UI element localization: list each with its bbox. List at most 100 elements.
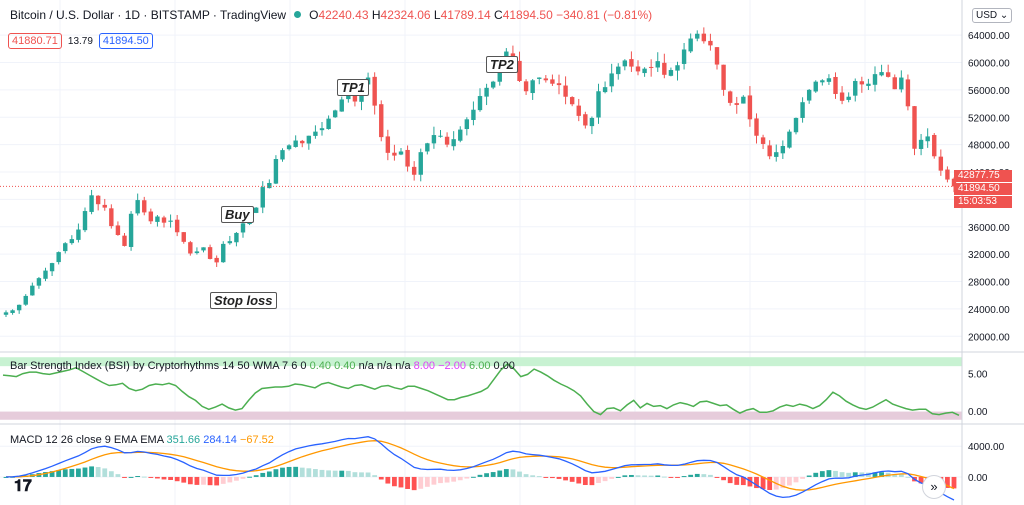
macd-histogram-bar (411, 476, 417, 491)
macd-histogram-bar (122, 476, 127, 478)
candle-body (635, 66, 641, 72)
candle-body (497, 65, 502, 82)
candle-body (905, 79, 911, 107)
candle-body (95, 195, 101, 205)
tp1-annotation: TP1 (337, 79, 369, 96)
currency-button[interactable]: USD ⌄ (972, 8, 1013, 23)
candle-body (458, 129, 463, 141)
bsi-tick-label: 5.00 (968, 370, 988, 381)
candle-body (576, 105, 581, 116)
candle-body (379, 104, 384, 138)
candle-body (181, 232, 186, 242)
macd-legend: MACD 12 26 close 9 EMA EMA 351.66 284.14… (10, 434, 274, 446)
spread-value: 13.79 (67, 36, 93, 47)
candle-body (267, 182, 272, 189)
macd-histogram-bar (892, 474, 898, 477)
macd-histogram-bar (694, 473, 700, 477)
candle-body (806, 89, 812, 101)
candle-body (89, 195, 94, 212)
candle-body (122, 235, 127, 246)
candle-body (425, 143, 430, 152)
macd-histogram-bar (49, 471, 55, 477)
candle-body (392, 152, 397, 156)
candle-body (56, 252, 61, 263)
sell-price-button[interactable]: 41880.71 (8, 33, 62, 49)
candle-body (734, 103, 739, 105)
candle-body (477, 96, 483, 111)
macd-histogram-bar (833, 470, 838, 477)
candle-body (484, 87, 489, 97)
candle-body (286, 145, 292, 150)
macd-histogram-bar (629, 474, 634, 477)
macd-histogram-bar (879, 472, 884, 477)
candle-body (826, 78, 832, 82)
bsi-bands (0, 357, 962, 420)
candle-body (760, 137, 766, 144)
macd-histogram-bar (945, 476, 950, 488)
ohlc-values: O42240.43 H42324.06 L41789.14 C41894.50 … (309, 8, 653, 22)
price-tick-label: 48000.00 (968, 141, 1010, 152)
macd-histogram-bar (477, 474, 483, 477)
macd-signal-line (6, 440, 955, 491)
candle-body (221, 243, 226, 263)
macd-histogram-bar (563, 476, 568, 481)
macd-histogram-bar (56, 470, 62, 477)
candle-body (721, 64, 726, 90)
candle-body (174, 219, 180, 233)
macd-histogram-bar (655, 475, 661, 477)
price-tick-label: 36000.00 (968, 223, 1010, 234)
bar-countdown: 15:03:53 (954, 196, 1012, 208)
buy-annotation: Buy (221, 206, 254, 223)
macd-histogram-bar (115, 474, 121, 477)
candle-body (938, 156, 944, 171)
candle-body (839, 92, 845, 101)
buy-price-button[interactable]: 41894.50 (98, 33, 153, 49)
macd-tick-label: 0.00 (968, 473, 988, 484)
symbol-title[interactable]: Bitcoin / U.S. Dollar · 1D · BITSTAMP · … (10, 8, 287, 22)
candle-body (609, 73, 614, 87)
candle-body (49, 263, 55, 272)
candle-body (523, 81, 529, 92)
macd-histogram-bar (444, 476, 450, 483)
macd-histogram-bar (194, 476, 200, 485)
macd-histogram-bar (898, 474, 904, 477)
macd-histogram-bar (569, 476, 575, 482)
candle-body (332, 110, 338, 118)
candle-body (418, 152, 423, 175)
candle-body (444, 136, 450, 145)
candle-body (892, 77, 897, 90)
macd-histogram-bar (128, 476, 134, 478)
macd-histogram-bar (187, 476, 193, 485)
candle-body (675, 65, 680, 71)
candle-body (30, 285, 35, 296)
candle-body (148, 211, 154, 222)
candle-body (662, 62, 667, 75)
macd-histogram-bar (392, 476, 397, 487)
candle-body (813, 81, 818, 92)
macd-histogram-bar (108, 471, 114, 477)
macd-histogram-bar (398, 476, 404, 488)
macd-histogram-bar (385, 476, 391, 484)
macd-histogram-bar (556, 476, 562, 479)
candle-body (556, 83, 562, 86)
macd-histogram-bar (826, 470, 832, 477)
candle-body (490, 81, 496, 88)
candle-body (306, 135, 312, 144)
macd-histogram-bar (168, 476, 173, 480)
grid-lines (0, 0, 962, 505)
candle-body (313, 131, 318, 136)
macd-histogram-bar (76, 468, 81, 477)
macd-tick-label: 4000.00 (968, 442, 1005, 453)
candle-body (688, 38, 693, 52)
macd-histogram-bar (457, 476, 463, 481)
scroll-to-realtime-button[interactable]: » (922, 475, 946, 499)
macd-histogram-bar (319, 469, 325, 477)
candle-body (932, 134, 937, 157)
macd-histogram-bar (155, 476, 160, 479)
candle-body (63, 243, 68, 252)
macd-name: MACD 12 26 close 9 EMA EMA (10, 434, 164, 446)
macd-histogram-bar (247, 476, 252, 478)
macd-histogram-bar (174, 476, 180, 482)
